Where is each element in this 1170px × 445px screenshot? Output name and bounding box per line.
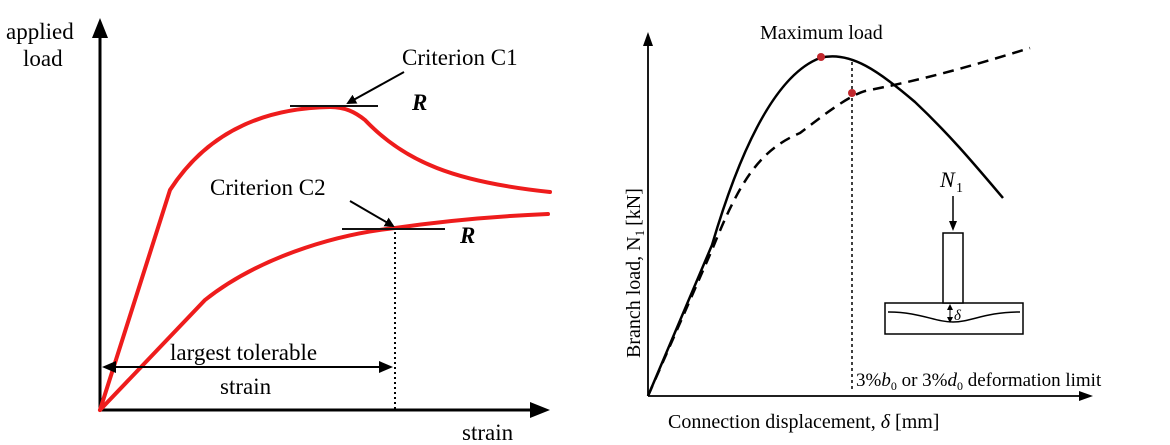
criterion-c1-arrow bbox=[346, 71, 405, 104]
limit-label-a: 3% bbox=[856, 370, 882, 391]
tolerable-arrowhead-left bbox=[102, 361, 116, 373]
right-x-axis-symbol: δ bbox=[881, 411, 891, 433]
criterion-c2-label: Criterion C2 bbox=[210, 175, 326, 200]
right-y-axis-arrowhead bbox=[643, 32, 653, 46]
right-diagram: δ N 1 Maximum load Branch load, N1[kN] C… bbox=[623, 22, 1102, 433]
right-x-axis-arrowhead bbox=[1079, 391, 1093, 401]
right-x-axis-unit: [mm] bbox=[895, 411, 939, 433]
inset-delta-arrowhead-top bbox=[947, 304, 953, 310]
maximum-load-label: Maximum load bbox=[760, 22, 883, 44]
left-y-axis-label-line2: load bbox=[23, 46, 63, 71]
limit-label-d: d bbox=[947, 370, 957, 391]
limit-label-b: b bbox=[881, 370, 891, 391]
limit-label-d-sub: 0 bbox=[957, 379, 963, 393]
left-x-axis-arrowhead bbox=[530, 402, 550, 418]
right-y-axis-unit: [kN] bbox=[623, 188, 645, 226]
resistance-c1-label: R bbox=[411, 90, 427, 115]
dashed-load-curve bbox=[646, 46, 1031, 397]
criterion-c1-label: Criterion C1 bbox=[402, 45, 518, 70]
left-x-axis-label: strain bbox=[462, 420, 514, 445]
inset-deformed-surface bbox=[887, 311, 1021, 323]
left-diagram: applied load Criterion C1 R Criterion C2… bbox=[6, 18, 552, 445]
deformation-limit-label: 3%b0 or 3%d0 deformation limit bbox=[856, 370, 1102, 393]
right-y-axis-subscript: 1 bbox=[632, 230, 647, 237]
inset-load-subscript: 1 bbox=[956, 181, 963, 196]
limit-label-b-sub: 0 bbox=[891, 379, 897, 393]
right-y-axis-label: Branch load, N1 [kN] bbox=[623, 188, 647, 358]
maximum-load-marker bbox=[817, 53, 825, 61]
resistance-c2-label: R bbox=[459, 223, 475, 248]
right-x-axis-label: Connection displacement, δ [mm] bbox=[668, 411, 939, 433]
inset-delta-arrowhead-bottom bbox=[947, 317, 953, 323]
criterion-c2-arrow bbox=[349, 200, 395, 228]
right-x-axis-label-text: Connection displacement, bbox=[668, 411, 881, 433]
inset-load-label: N bbox=[939, 167, 956, 192]
tolerable-arrowhead-right bbox=[379, 361, 393, 373]
connection-inset: δ N 1 bbox=[884, 167, 1024, 335]
deformation-limit-marker bbox=[848, 89, 856, 97]
curve-c1 bbox=[98, 104, 552, 412]
right-y-axis-label-text: Branch load, N bbox=[623, 236, 645, 358]
curve-c2 bbox=[98, 212, 550, 412]
inset-branch-member bbox=[942, 232, 964, 304]
limit-label-c: or 3% bbox=[897, 370, 948, 391]
left-y-axis-label-line1: applied bbox=[6, 19, 74, 44]
limit-label-e: deformation limit bbox=[963, 370, 1102, 391]
inset-delta-label: δ bbox=[954, 308, 962, 324]
solid-load-curve bbox=[646, 55, 1004, 397]
left-y-axis-arrowhead bbox=[92, 18, 108, 38]
inset-load-arrowhead bbox=[949, 221, 957, 231]
tolerable-label-line2: strain bbox=[220, 374, 272, 399]
tolerable-label-line1: largest tolerable bbox=[170, 340, 317, 365]
